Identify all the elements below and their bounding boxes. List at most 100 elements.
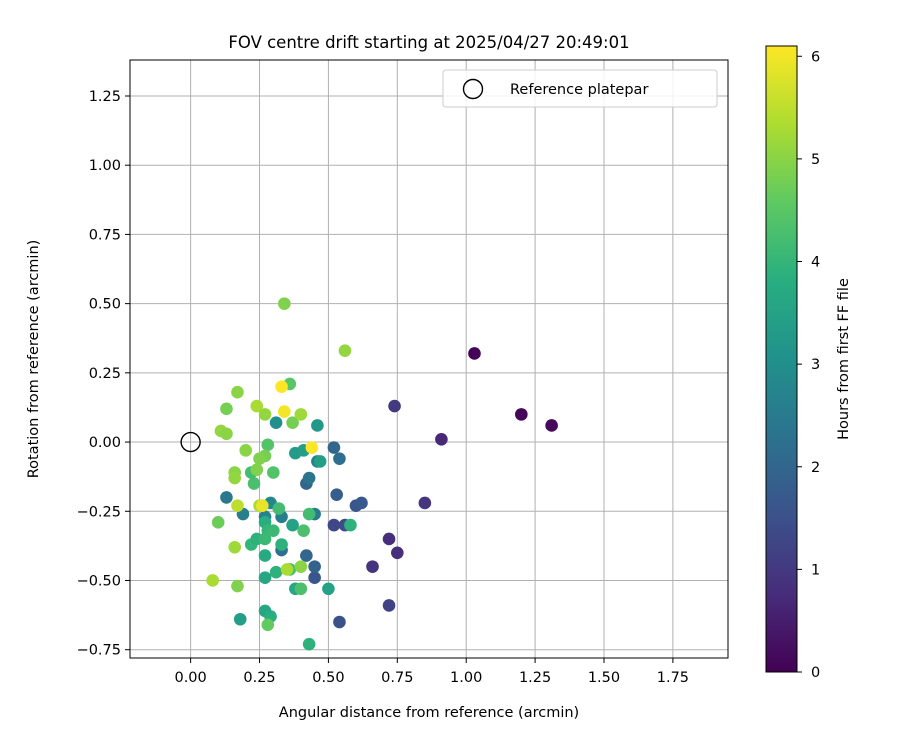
data-point (211, 516, 225, 529)
data-point (338, 344, 352, 357)
x-tick-label: 1.50 (588, 670, 620, 686)
data-point (255, 499, 269, 513)
data-point (382, 599, 396, 612)
data-point (327, 441, 341, 454)
colorbar-gradient (765, 45, 798, 673)
legend-marker-icon (462, 78, 484, 100)
y-tick-label: 0.50 (89, 297, 121, 313)
data-point (305, 441, 319, 454)
colorbar: 0 1 2 3 4 5 6 Hours from first FF file (765, 45, 852, 681)
x-tick-label: 0.50 (312, 670, 344, 686)
data-point (313, 455, 327, 468)
colorbar-ticks: 0 1 2 3 4 5 6 (797, 49, 820, 681)
data-point (278, 405, 291, 418)
data-point (311, 419, 324, 432)
colorbar-label: Hours from first FF file (836, 278, 852, 440)
data-point (231, 499, 244, 513)
plot-area-frame (129, 59, 729, 659)
data-point (294, 582, 308, 596)
data-point (220, 427, 233, 441)
data-point (239, 444, 253, 457)
data-point (286, 416, 299, 429)
colorbar-tick-label: 2 (811, 460, 820, 476)
data-point (261, 438, 275, 452)
colorbar-tick-label: 5 (811, 152, 820, 168)
y-tick-label: −0.25 (77, 504, 121, 520)
x-tick-label: 1.25 (519, 670, 551, 686)
colorbar-tick-label: 4 (811, 255, 820, 271)
data-point (266, 466, 280, 479)
data-point (302, 471, 316, 485)
x-tick-label: 1.00 (450, 670, 482, 686)
data-point (302, 507, 316, 521)
data-point (258, 571, 272, 585)
y-axis-label: Rotation from reference (arcmin) (26, 240, 42, 479)
x-axis-label: Angular distance from reference (arcmin) (279, 705, 579, 721)
data-point (233, 612, 247, 626)
data-point (275, 538, 288, 551)
legend: Reference platepar (442, 69, 718, 108)
data-point (250, 399, 264, 413)
data-point (322, 582, 335, 596)
data-point (228, 540, 242, 554)
data-point (330, 488, 343, 501)
data-point (327, 518, 341, 532)
data-point (278, 297, 291, 310)
data-point (220, 402, 233, 416)
legend-box (442, 69, 718, 108)
y-tick-label: −0.75 (77, 643, 121, 659)
data-point (302, 637, 316, 651)
colorbar-tick-label: 0 (811, 665, 820, 681)
x-tick-label: 0.25 (243, 670, 275, 686)
data-point (333, 452, 346, 465)
data-point (253, 452, 266, 465)
data-point (206, 574, 219, 587)
data-point (250, 463, 264, 477)
data-point (388, 399, 401, 413)
data-point (333, 615, 346, 629)
data-point (297, 524, 310, 537)
data-point (231, 385, 244, 399)
data-point (261, 618, 275, 632)
data-point (269, 565, 283, 579)
data-point (300, 549, 313, 562)
data-point (344, 518, 357, 532)
x-tick-label: 0.00 (174, 670, 206, 686)
grid-lines (130, 60, 728, 658)
data-point (258, 549, 272, 562)
data-point (391, 546, 404, 560)
x-tick-label: 0.75 (381, 670, 413, 686)
y-tick-label: −0.50 (77, 573, 121, 589)
data-point (258, 532, 272, 546)
x-axis-ticks: 0.00 0.25 0.50 0.75 1.00 1.25 1.50 1.75 (174, 658, 689, 686)
data-point (294, 408, 308, 421)
data-point (220, 491, 233, 504)
data-point (355, 496, 368, 510)
data-point (468, 347, 481, 360)
y-tick-label: 0.25 (89, 366, 121, 382)
data-point (275, 380, 288, 393)
data-point (366, 560, 379, 573)
data-point (418, 496, 432, 510)
colorbar-tick-label: 1 (811, 562, 820, 578)
data-point (231, 579, 244, 593)
data-point (269, 416, 283, 429)
y-tick-label: 1.25 (89, 89, 121, 105)
colorbar-tick-label: 6 (811, 49, 820, 65)
data-point (258, 408, 272, 421)
data-point (266, 524, 280, 537)
data-point (247, 477, 261, 490)
y-tick-label: 0.00 (89, 435, 121, 451)
x-tick-label: 1.75 (657, 670, 689, 686)
data-point (286, 518, 299, 532)
data-point (382, 532, 396, 546)
data-point (515, 408, 528, 421)
y-tick-label: 1.00 (89, 158, 121, 174)
data-point (545, 419, 558, 432)
y-tick-label: 0.75 (89, 227, 121, 243)
colorbar-tick-label: 3 (811, 357, 820, 373)
data-point (308, 560, 321, 573)
legend-label: Reference platepar (510, 82, 648, 98)
y-axis-ticks: −0.75 −0.50 −0.25 0.00 0.25 0.50 0.75 1.00 1.25 (77, 89, 130, 659)
